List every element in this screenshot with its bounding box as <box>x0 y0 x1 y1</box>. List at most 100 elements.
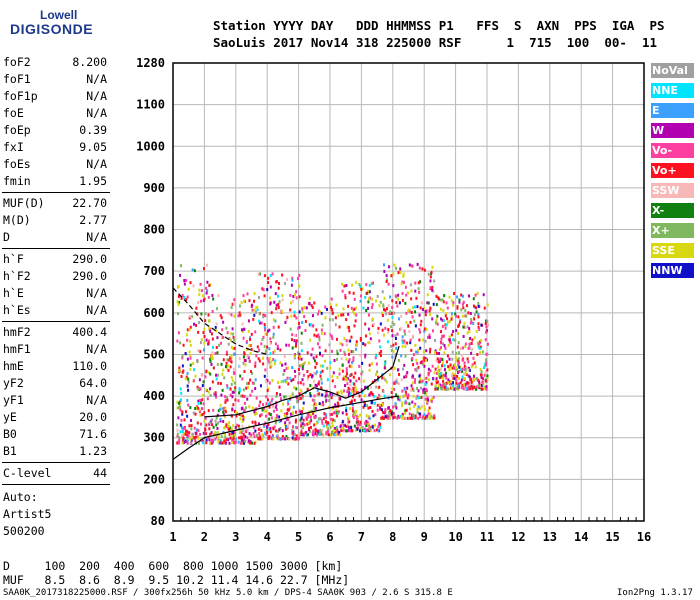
echo-point <box>289 293 292 297</box>
param-value: 1.23 <box>79 444 107 458</box>
echo-point <box>428 309 431 313</box>
legend-item: NNW <box>651 263 694 278</box>
echo-point <box>286 424 289 428</box>
echo-point <box>450 315 453 319</box>
echo-point <box>320 311 323 315</box>
echo-point <box>362 306 365 310</box>
echo-point <box>445 301 448 305</box>
echo-point <box>320 418 323 422</box>
echo-point <box>231 407 234 411</box>
echo-point <box>449 341 452 345</box>
echo-point <box>451 382 454 386</box>
echo-point <box>343 350 346 354</box>
echo-point <box>450 380 453 384</box>
echo-point <box>361 425 364 429</box>
echo-point <box>455 351 458 355</box>
echo-point <box>312 372 315 376</box>
echo-point <box>463 377 466 381</box>
echo-point <box>205 388 208 392</box>
echo-point <box>253 308 256 312</box>
echo-point <box>385 274 388 278</box>
echo-point <box>423 412 426 416</box>
echo-point <box>429 286 432 290</box>
echo-point <box>193 269 196 273</box>
echo-point <box>292 378 295 382</box>
echo-point <box>309 415 312 419</box>
echo-point <box>245 386 248 390</box>
echo-point <box>234 398 237 402</box>
echo-point <box>182 343 185 347</box>
echo-point <box>396 395 399 399</box>
echo-point <box>178 366 181 370</box>
echo-point <box>183 279 186 283</box>
echo-point <box>353 410 356 414</box>
echo-point <box>240 328 243 332</box>
echo-point <box>201 384 204 388</box>
echo-point <box>355 388 358 392</box>
echo-point <box>466 304 469 308</box>
echo-point <box>382 390 385 394</box>
echo-point <box>322 403 325 407</box>
echo-point <box>177 312 180 316</box>
echo-point <box>299 418 302 422</box>
echo-point <box>299 355 302 359</box>
echo-point <box>444 374 447 378</box>
echo-point <box>434 349 437 353</box>
echo-point <box>438 297 441 301</box>
echo-point <box>371 317 374 321</box>
echo-point <box>471 347 474 351</box>
echo-point <box>394 334 397 338</box>
echo-point <box>242 361 245 365</box>
echo-point <box>370 282 373 286</box>
echo-point <box>197 441 200 445</box>
echo-point <box>233 346 236 350</box>
param-value: N/A <box>86 230 107 244</box>
echo-point <box>474 365 477 369</box>
param-label: fxI <box>3 140 24 154</box>
param-label: foF2 <box>3 55 31 69</box>
echo-point <box>447 365 450 369</box>
echo-point <box>286 411 289 415</box>
echo-point <box>483 386 486 390</box>
echo-point <box>319 428 322 432</box>
echo-point <box>217 421 220 425</box>
echo-point <box>310 304 313 308</box>
echo-point <box>366 424 369 428</box>
echo-point <box>180 391 183 395</box>
echo-point <box>398 395 401 399</box>
echo-point <box>186 439 189 443</box>
echo-point <box>268 405 271 409</box>
echo-point <box>309 392 312 396</box>
echo-point <box>381 403 384 407</box>
echo-point <box>185 429 188 433</box>
echo-point <box>234 425 237 429</box>
echo-point <box>246 292 249 296</box>
echo-point <box>358 283 361 287</box>
echo-point <box>293 310 296 314</box>
echo-point <box>411 374 414 378</box>
echo-point <box>232 430 235 434</box>
echo-point <box>459 347 462 351</box>
echo-point <box>443 364 446 368</box>
echo-point <box>179 408 182 412</box>
echo-point <box>470 381 473 385</box>
echo-point <box>278 281 281 285</box>
echo-point <box>347 325 350 329</box>
echo-point <box>390 411 393 415</box>
echo-point <box>207 409 210 413</box>
echo-point <box>240 394 243 398</box>
echo-point <box>355 414 358 418</box>
echo-point <box>463 372 466 376</box>
echo-point <box>410 289 413 293</box>
echo-point <box>205 338 208 342</box>
echo-point <box>429 347 432 351</box>
echo-point <box>486 342 489 346</box>
echo-point <box>271 435 274 439</box>
echo-point <box>214 391 217 395</box>
echo-point <box>202 412 205 416</box>
echo-point <box>352 291 355 295</box>
param-value: 64.0 <box>79 376 107 390</box>
echo-point <box>286 315 289 319</box>
echo-point <box>274 405 277 409</box>
